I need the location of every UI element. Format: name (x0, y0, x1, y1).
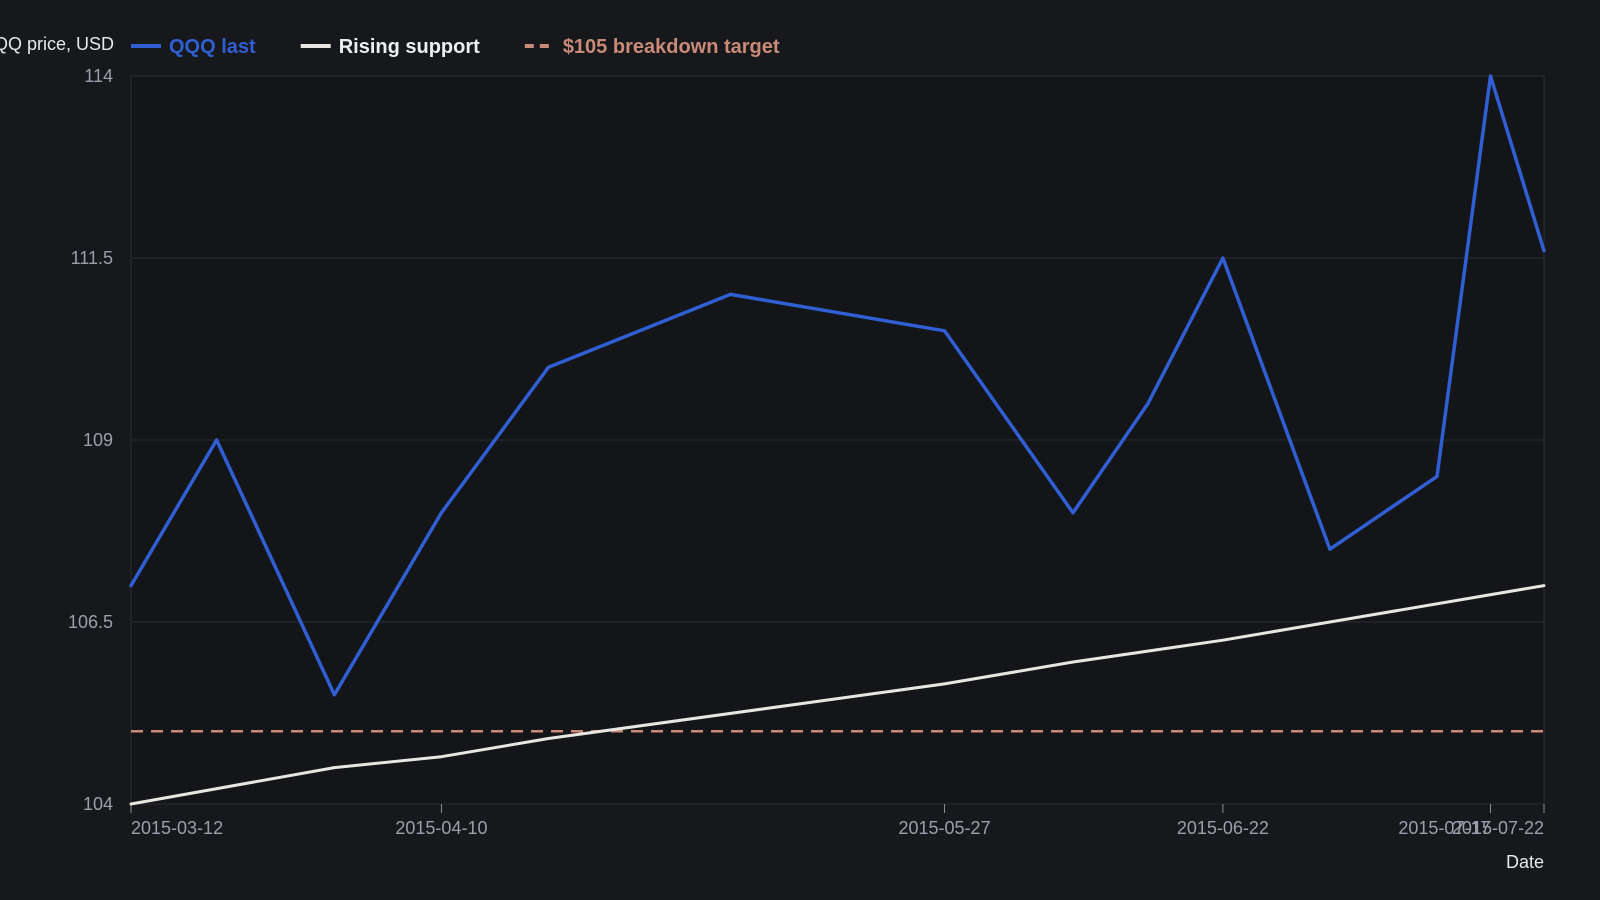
legend: QQQ last Rising support $105 breakdown tar… (131, 36, 780, 58)
series-lines (129, 74, 1546, 806)
y-tick-label: 106.5 (68, 612, 113, 632)
x-tick-label: 2015-04-10 (395, 818, 487, 838)
series-line-0 (129, 74, 1546, 697)
x-tick-label: 2015-07-17 (1398, 818, 1490, 838)
y-tick-label: 111.5 (71, 248, 113, 268)
y-tick-label: 104 (83, 794, 113, 814)
axes: 104 106.5 109 111.5 114 2015-03-12 2015-04-10 2… (0, 34, 1545, 872)
series-line-1 (129, 584, 1546, 806)
gridlines (131, 75, 1544, 805)
x-tick-label: 2015-05-27 (899, 818, 991, 838)
y-tick-label: 114 (84, 66, 113, 86)
legend-label: $105 breakdown target (563, 36, 780, 58)
legend-label: QQQ last (169, 36, 256, 58)
y-axis-title: QQQ price, USD (0, 34, 114, 54)
x-tick-label: 2015-06-22 (1177, 818, 1269, 838)
legend-label: Rising support (339, 36, 480, 58)
x-tick-label: 2015-03-12 (131, 818, 223, 838)
y-tick-label: 109 (83, 430, 113, 450)
x-axis-title: Date (1506, 852, 1544, 872)
x-tick-label: 2015-07-22 (1452, 818, 1544, 838)
